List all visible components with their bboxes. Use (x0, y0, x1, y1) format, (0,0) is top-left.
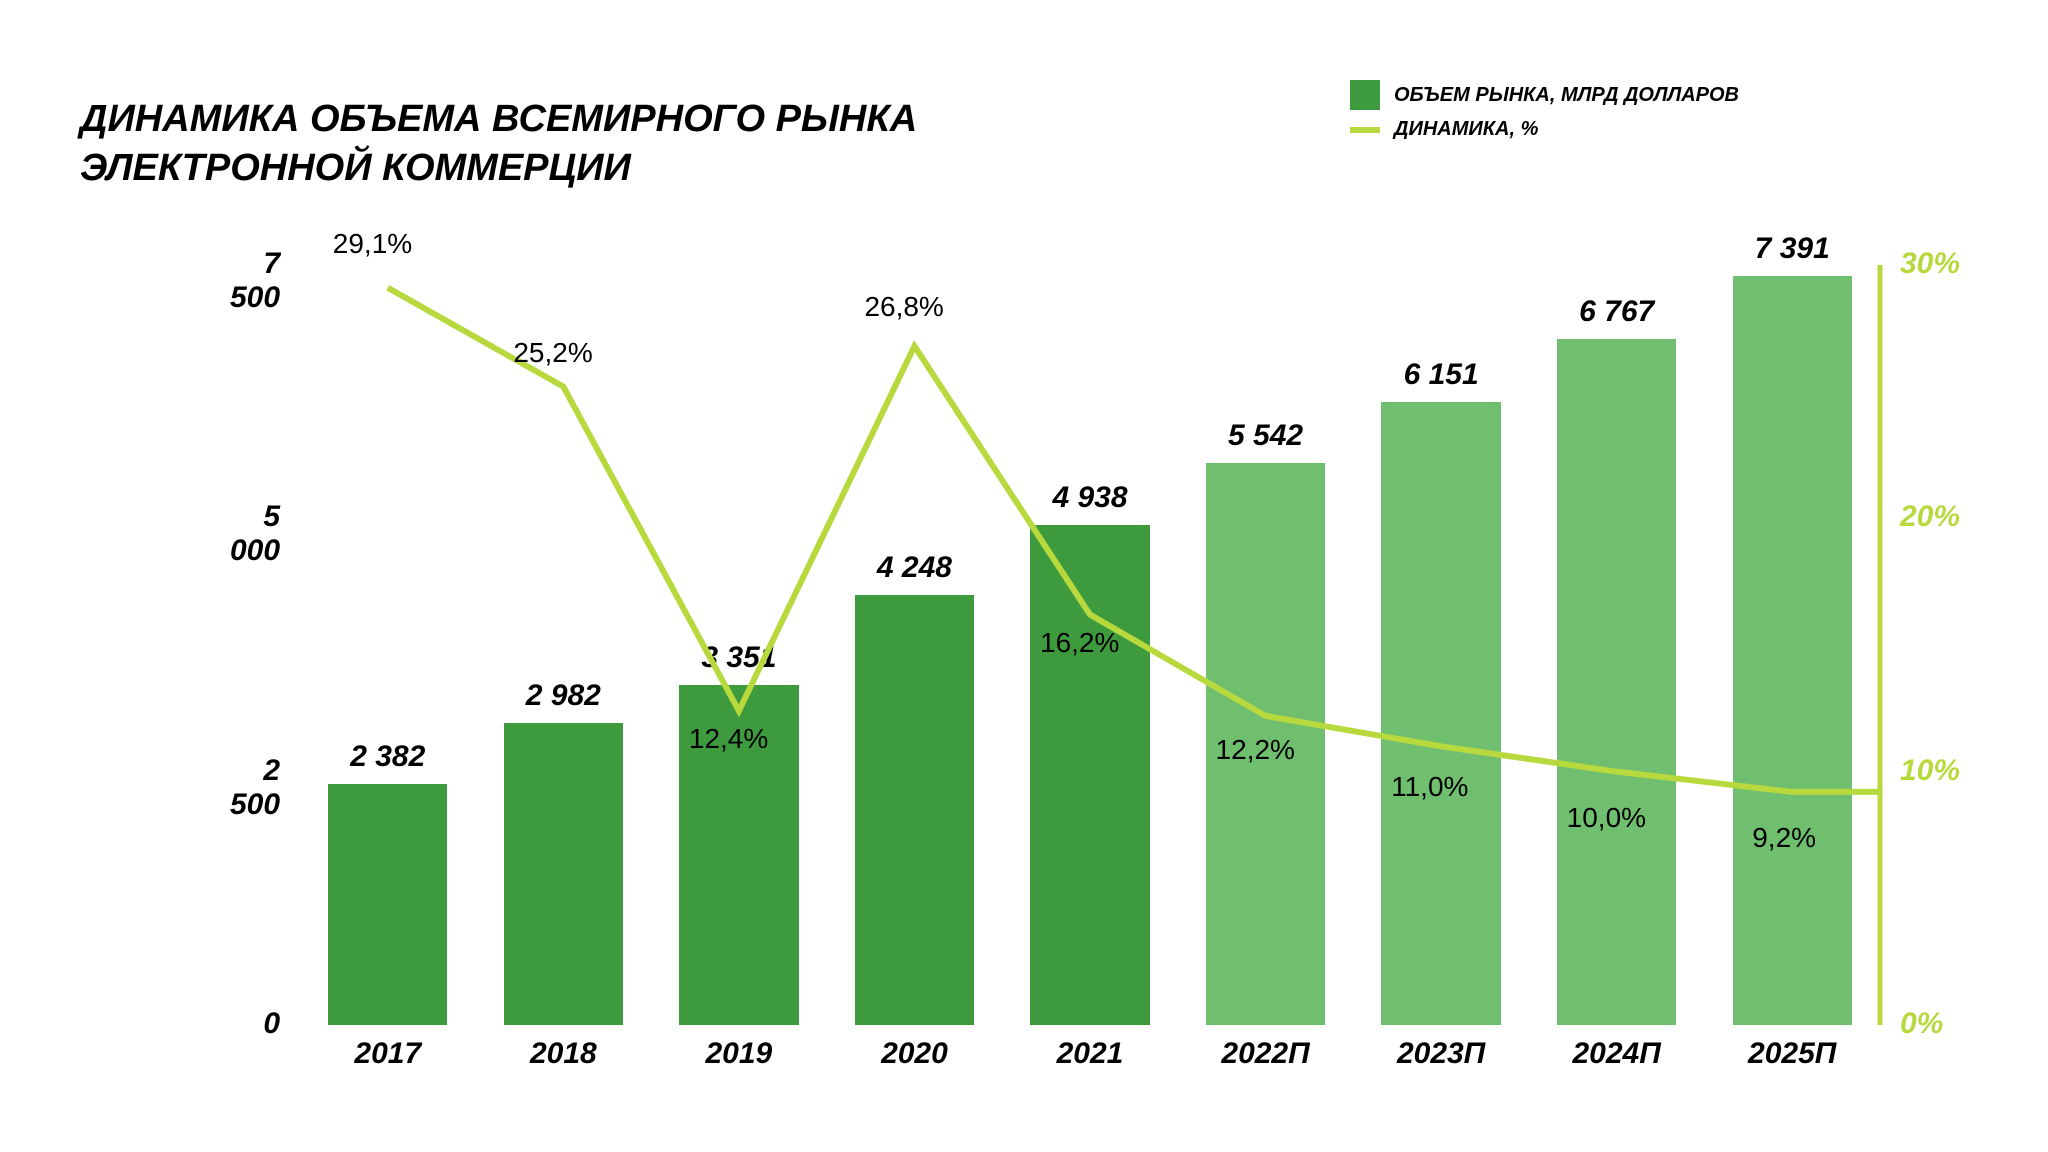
x-category-label: 2023П (1397, 1037, 1485, 1071)
line-value-label: 10,0% (1567, 802, 1646, 834)
x-category-label: 2021 (1057, 1037, 1124, 1071)
x-category-label: 2022П (1221, 1037, 1309, 1071)
y-right-tick-label: 10% (1900, 754, 1960, 788)
line-value-label: 11,0% (1391, 771, 1468, 803)
legend-item: ОБЪЕМ РЫНКА, МЛРД ДОЛЛАРОВ (1350, 80, 1739, 110)
trend-line (388, 288, 1880, 792)
line-value-label: 25,2% (513, 337, 592, 369)
x-category-label: 2024П (1572, 1037, 1660, 1071)
bar-value-label: 7 391 (1755, 232, 1830, 266)
line-value-label: 16,2% (1040, 627, 1119, 659)
x-category-label: 2020 (881, 1037, 948, 1071)
y-left-tick-label: 0 (263, 1007, 280, 1041)
y-left-tick-label: 2 500 (230, 754, 280, 822)
chart-page: ДИНАМИКА ОБЪЕМА ВСЕМИРНОГО РЫНКА ЭЛЕКТРО… (0, 0, 2048, 1152)
legend-line-swatch (1350, 127, 1380, 133)
legend-item: ДИНАМИКА, % (1350, 118, 1739, 141)
x-category-label: 2017 (354, 1037, 421, 1071)
line-value-label: 9,2% (1752, 822, 1816, 854)
y-right-tick-label: 30% (1900, 247, 1960, 281)
legend-label: ОБЪЕМ РЫНКА, МЛРД ДОЛЛАРОВ (1394, 84, 1739, 107)
line-value-label: 29,1% (333, 228, 412, 260)
line-value-label: 12,4% (689, 723, 768, 755)
x-category-label: 2019 (706, 1037, 773, 1071)
line-value-label: 26,8% (864, 291, 943, 323)
x-category-label: 2025П (1748, 1037, 1836, 1071)
y-right-tick-label: 0% (1900, 1007, 1943, 1041)
x-category-label: 2018 (530, 1037, 597, 1071)
y-left-tick-label: 5 000 (230, 500, 280, 568)
y-right-tick-label: 20% (1900, 500, 1960, 534)
legend-swatch (1350, 80, 1380, 110)
chart-legend: ОБЪЕМ РЫНКА, МЛРД ДОЛЛАРОВ ДИНАМИКА, % (1350, 80, 1739, 149)
line-value-label: 12,2% (1216, 734, 1295, 766)
combo-chart: 02 5005 0007 5000%10%20%30%2 38220172 98… (300, 265, 1880, 1025)
y-left-tick-label: 7 500 (230, 247, 280, 315)
legend-label: ДИНАМИКА, % (1394, 118, 1538, 141)
chart-title: ДИНАМИКА ОБЪЕМА ВСЕМИРНОГО РЫНКА ЭЛЕКТРО… (80, 95, 917, 194)
